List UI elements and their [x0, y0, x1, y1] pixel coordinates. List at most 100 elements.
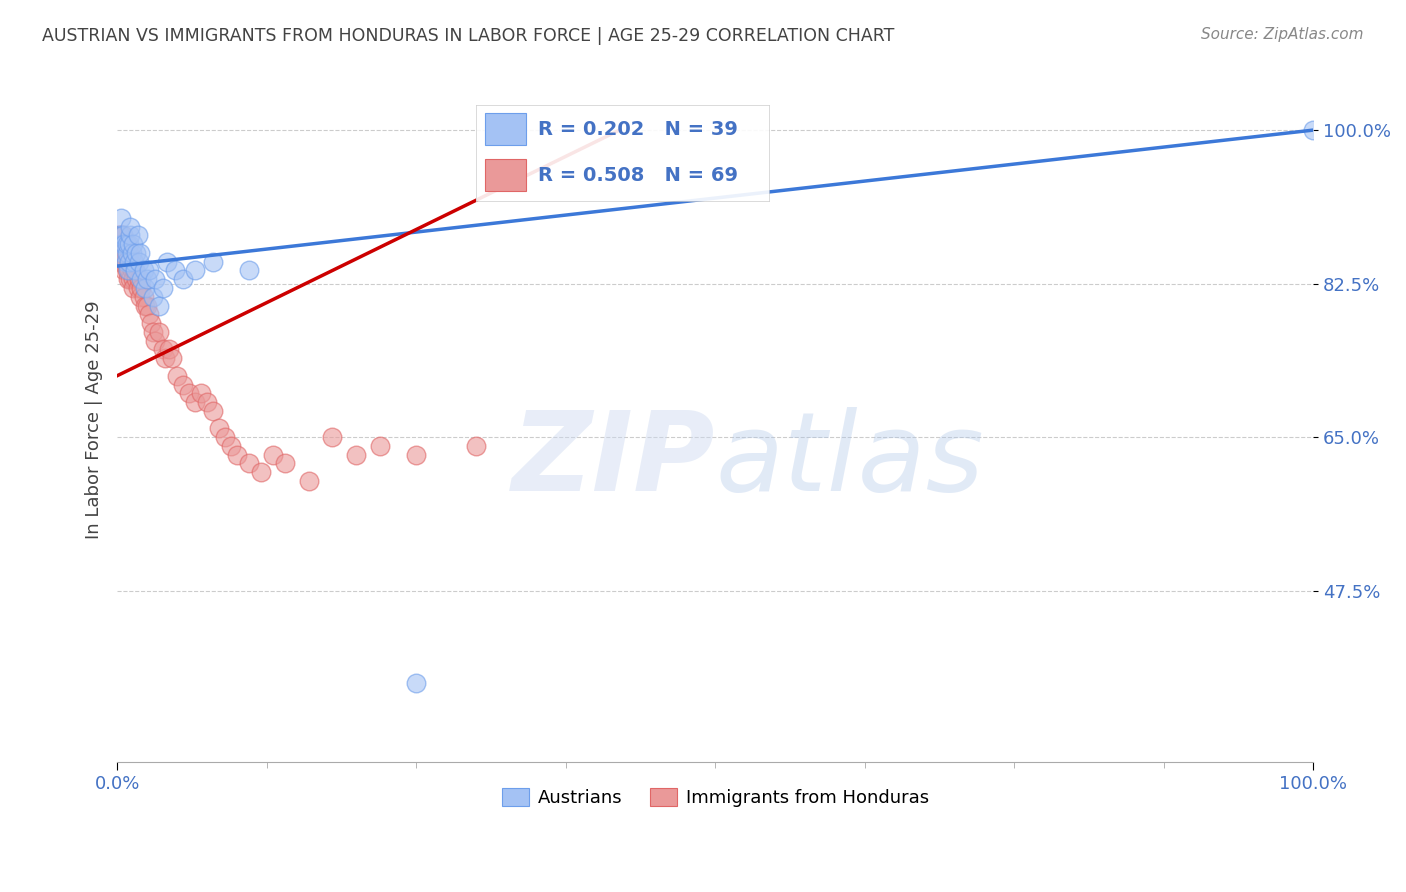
- Point: [219, 439, 242, 453]
- Point: [115, 237, 138, 252]
- Point: [145, 272, 167, 286]
- Point: [111, 237, 134, 252]
- Point: [163, 263, 186, 277]
- Point: [118, 263, 141, 277]
- Point: [115, 237, 138, 252]
- Point: [136, 299, 159, 313]
- Point: [184, 395, 207, 409]
- Point: [121, 281, 143, 295]
- Point: [214, 430, 236, 444]
- Point: [124, 263, 146, 277]
- Point: [128, 272, 150, 286]
- Point: [344, 448, 367, 462]
- Text: AUSTRIAN VS IMMIGRANTS FROM HONDURAS IN LABOR FORCE | AGE 25-29 CORRELATION CHAR: AUSTRIAN VS IMMIGRANTS FROM HONDURAS IN …: [42, 27, 894, 45]
- Point: [110, 246, 132, 260]
- Point: [321, 430, 343, 444]
- Point: [129, 281, 152, 295]
- Point: [190, 386, 212, 401]
- Point: [122, 254, 145, 268]
- Legend: Austrians, Immigrants from Honduras: Austrians, Immigrants from Honduras: [495, 780, 936, 814]
- Point: [160, 351, 183, 366]
- Point: [111, 246, 134, 260]
- Point: [121, 272, 143, 286]
- Point: [148, 299, 170, 313]
- Point: [110, 211, 132, 225]
- Point: [114, 254, 136, 268]
- Point: [134, 299, 156, 313]
- Point: [121, 246, 143, 260]
- Point: [120, 228, 142, 243]
- Point: [172, 272, 194, 286]
- Point: [118, 246, 141, 260]
- Point: [157, 343, 180, 357]
- Point: [273, 457, 295, 471]
- Point: [208, 421, 231, 435]
- Point: [405, 448, 427, 462]
- Point: [262, 448, 284, 462]
- Point: [405, 675, 427, 690]
- Point: [118, 237, 141, 252]
- Point: [370, 439, 392, 453]
- Point: [177, 386, 200, 401]
- Point: [114, 254, 136, 268]
- Point: [138, 307, 160, 321]
- Point: [249, 465, 271, 479]
- Point: [148, 325, 170, 339]
- Point: [125, 246, 148, 260]
- Point: [238, 263, 260, 277]
- Point: [465, 439, 488, 453]
- Point: [108, 228, 131, 243]
- Point: [118, 254, 141, 268]
- Text: ZIP: ZIP: [512, 407, 716, 514]
- Point: [1302, 123, 1324, 137]
- Text: Source: ZipAtlas.com: Source: ZipAtlas.com: [1201, 27, 1364, 42]
- Point: [120, 219, 142, 234]
- Point: [201, 254, 224, 268]
- Point: [156, 254, 179, 268]
- Point: [127, 228, 149, 243]
- Point: [112, 237, 135, 252]
- Y-axis label: In Labor Force | Age 25-29: In Labor Force | Age 25-29: [86, 301, 103, 539]
- Point: [225, 448, 247, 462]
- Point: [129, 272, 152, 286]
- Point: [107, 228, 129, 243]
- Point: [117, 272, 139, 286]
- Point: [108, 237, 131, 252]
- Point: [152, 281, 174, 295]
- Point: [172, 377, 194, 392]
- Point: [112, 254, 135, 268]
- Point: [139, 316, 162, 330]
- Point: [145, 334, 167, 348]
- Point: [201, 404, 224, 418]
- Point: [121, 237, 143, 252]
- Point: [132, 290, 155, 304]
- Text: atlas: atlas: [716, 407, 984, 514]
- Point: [112, 246, 135, 260]
- Point: [134, 281, 156, 295]
- Point: [122, 263, 145, 277]
- Point: [111, 237, 134, 252]
- Point: [142, 290, 165, 304]
- Point: [112, 228, 135, 243]
- Point: [121, 263, 143, 277]
- Point: [117, 254, 139, 268]
- Point: [153, 351, 176, 366]
- Point: [114, 246, 136, 260]
- Point: [129, 246, 152, 260]
- Point: [136, 272, 159, 286]
- Point: [107, 237, 129, 252]
- Point: [129, 290, 152, 304]
- Point: [112, 263, 135, 277]
- Point: [117, 263, 139, 277]
- Point: [184, 263, 207, 277]
- Point: [238, 457, 260, 471]
- Point: [115, 263, 138, 277]
- Point: [152, 343, 174, 357]
- Point: [120, 272, 142, 286]
- Point: [166, 368, 188, 383]
- Point: [111, 254, 134, 268]
- Point: [124, 263, 146, 277]
- Point: [108, 246, 131, 260]
- Point: [112, 246, 135, 260]
- Point: [142, 325, 165, 339]
